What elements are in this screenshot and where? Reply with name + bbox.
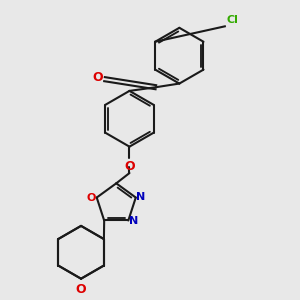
Text: O: O: [125, 160, 135, 173]
Text: O: O: [87, 193, 96, 202]
Text: N: N: [136, 192, 146, 202]
Text: O: O: [76, 283, 86, 296]
Text: N: N: [129, 216, 138, 226]
Text: Cl: Cl: [226, 15, 238, 25]
Text: O: O: [93, 71, 104, 84]
